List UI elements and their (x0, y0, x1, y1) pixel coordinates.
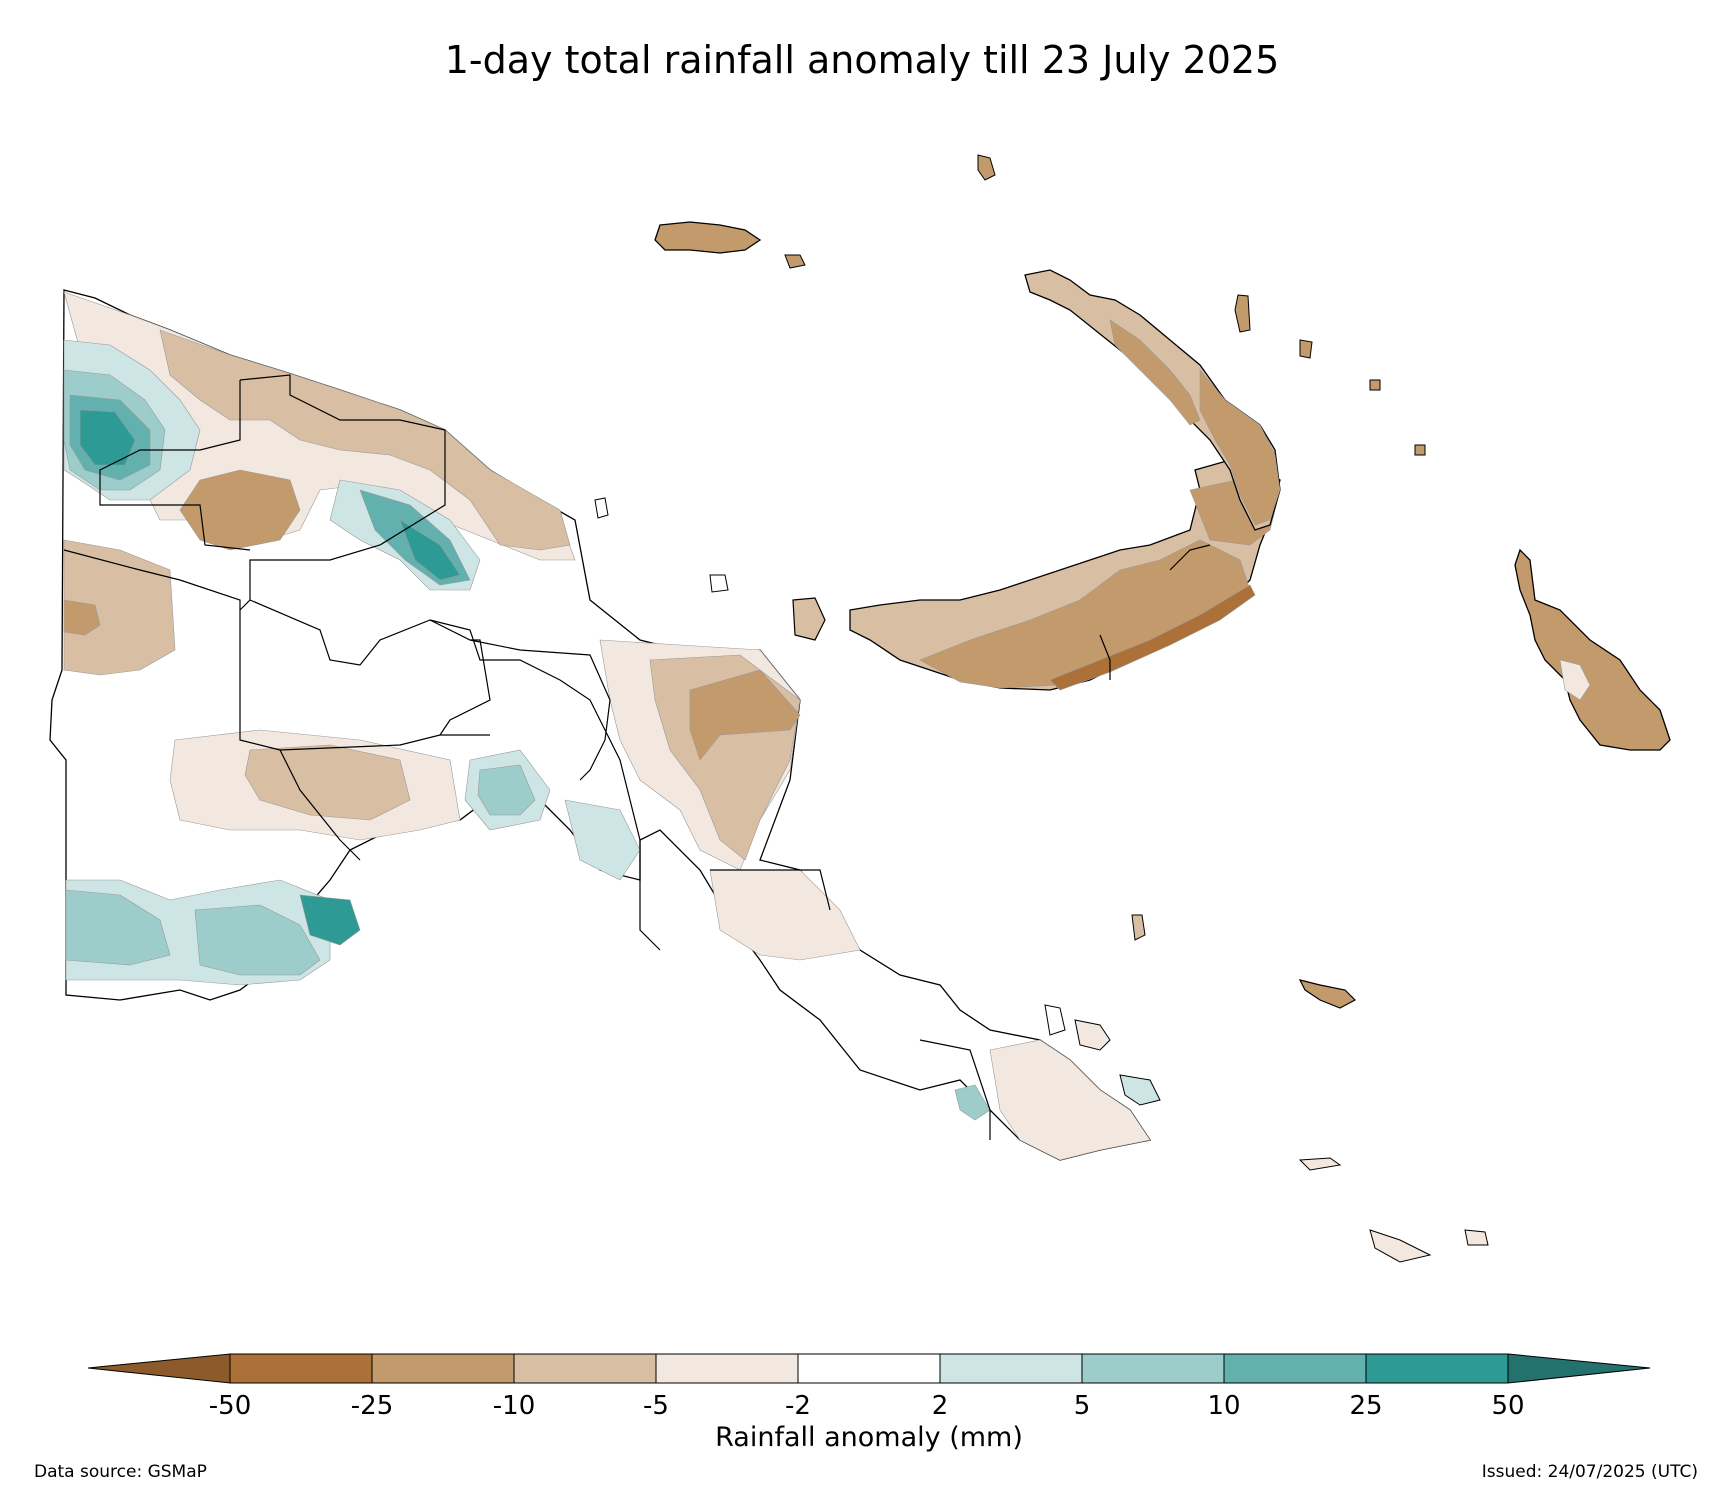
colorbar-tick: 25 (1349, 1391, 1382, 1421)
colorbar-bin (939, 1353, 1083, 1384)
colorbar-bin (1081, 1353, 1225, 1384)
colorbar-tick: -25 (351, 1391, 393, 1421)
new-britain (792, 459, 1281, 691)
colorbar-extend-left (87, 1353, 231, 1384)
colorbar-bin (797, 1353, 941, 1384)
bougainville (1514, 548, 1671, 751)
new-ireland (1024, 269, 1281, 531)
colorbar-tick: -10 (493, 1391, 535, 1421)
colorbar-bin (371, 1353, 515, 1384)
province-boundaries (63, 374, 991, 1140)
issued-date: Issued: 24/07/2025 (UTC) (1481, 1462, 1698, 1482)
colorbar-tick: 10 (1207, 1391, 1240, 1421)
colorbar-bin (229, 1353, 373, 1384)
mainland-png (49, 289, 1152, 1161)
colorbar-tick: 2 (932, 1391, 949, 1421)
colorbar-bin (513, 1353, 657, 1384)
data-source: Data source: GSMaP (34, 1462, 207, 1482)
colorbar-title: Rainfall anomaly (mm) (715, 1422, 1023, 1453)
colorbar-bin (655, 1353, 799, 1384)
colorbar-tick: -2 (785, 1391, 811, 1421)
colorbar-extend-right (1507, 1353, 1651, 1384)
colorbar-tick: 50 (1491, 1391, 1524, 1421)
colorbar-bin (1223, 1353, 1367, 1384)
colorbar-bin (1365, 1353, 1509, 1384)
colorbar-tick: -5 (643, 1391, 669, 1421)
map-title: 1-day total rainfall anomaly till 23 Jul… (444, 38, 1280, 82)
colorbar-tick: -50 (209, 1391, 251, 1421)
manus-islands (594, 154, 1489, 1263)
colorbar: -50 -25 -10 -5 -2 2 5 10 25 50 Rainfall … (87, 1353, 1651, 1453)
colorbar-tick: 5 (1074, 1391, 1091, 1421)
